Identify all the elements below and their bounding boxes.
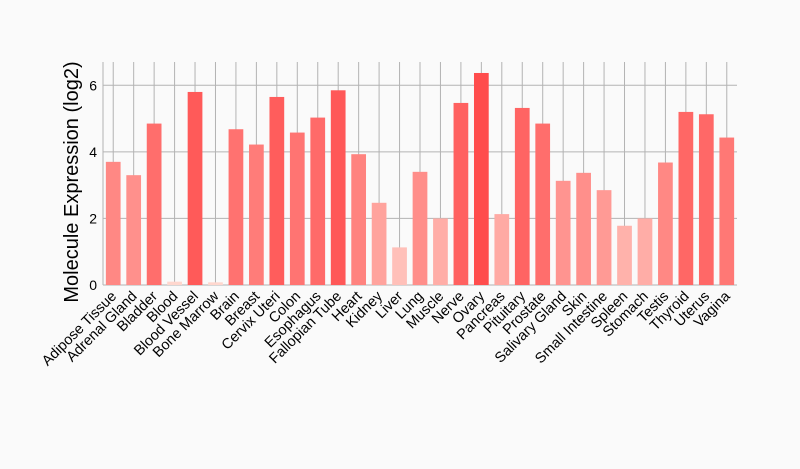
bar-brain[interactable] [228,129,244,285]
bar-esophagus[interactable] [310,117,326,285]
bar-skin[interactable] [576,172,591,285]
bar-small-intestine[interactable] [596,190,612,285]
y-tick-label-0: 0 [89,277,97,293]
bar-salivary-gland[interactable] [555,180,571,285]
bar-lung[interactable] [412,171,428,285]
bar-vagina[interactable] [719,137,735,285]
bar-bladder[interactable] [146,123,162,286]
bar-liver[interactable] [392,247,407,285]
bar-fallopian-tube[interactable] [330,90,346,285]
bar-nerve[interactable] [453,102,469,285]
bar-pancreas[interactable] [494,214,510,285]
bar-spleen[interactable] [617,225,632,285]
bar-adipose-tissue[interactable] [105,161,121,285]
bar-adrenal-gland[interactable] [126,175,142,285]
y-axis-title: Molecule Expression (log2) [61,61,83,302]
bar-bone-marrow[interactable] [208,282,223,285]
y-tick-label-1: 2 [89,210,97,226]
y-tick-label-2: 4 [89,144,97,160]
bar-heart[interactable] [351,154,367,285]
bar-thyroid[interactable] [678,111,694,285]
bar-blood[interactable] [167,281,182,285]
bar-blood-vessel[interactable] [187,91,203,285]
y-tick-label-3: 6 [89,77,97,93]
bar-breast[interactable] [249,144,264,285]
bar-uterus[interactable] [698,114,714,286]
bar-ovary[interactable] [473,72,489,285]
bar-cervix-uteri[interactable] [269,96,285,286]
bar-testis[interactable] [658,162,673,285]
bar-muscle[interactable] [433,218,448,285]
bar-prostate[interactable] [535,123,551,286]
bar-colon[interactable] [289,132,305,285]
bar-stomach[interactable] [637,218,653,285]
bar-kidney[interactable] [371,202,387,285]
bar-pituitary[interactable] [514,107,530,286]
bars [105,72,735,286]
y-tick-labels: 0 2 4 6 [89,77,97,293]
